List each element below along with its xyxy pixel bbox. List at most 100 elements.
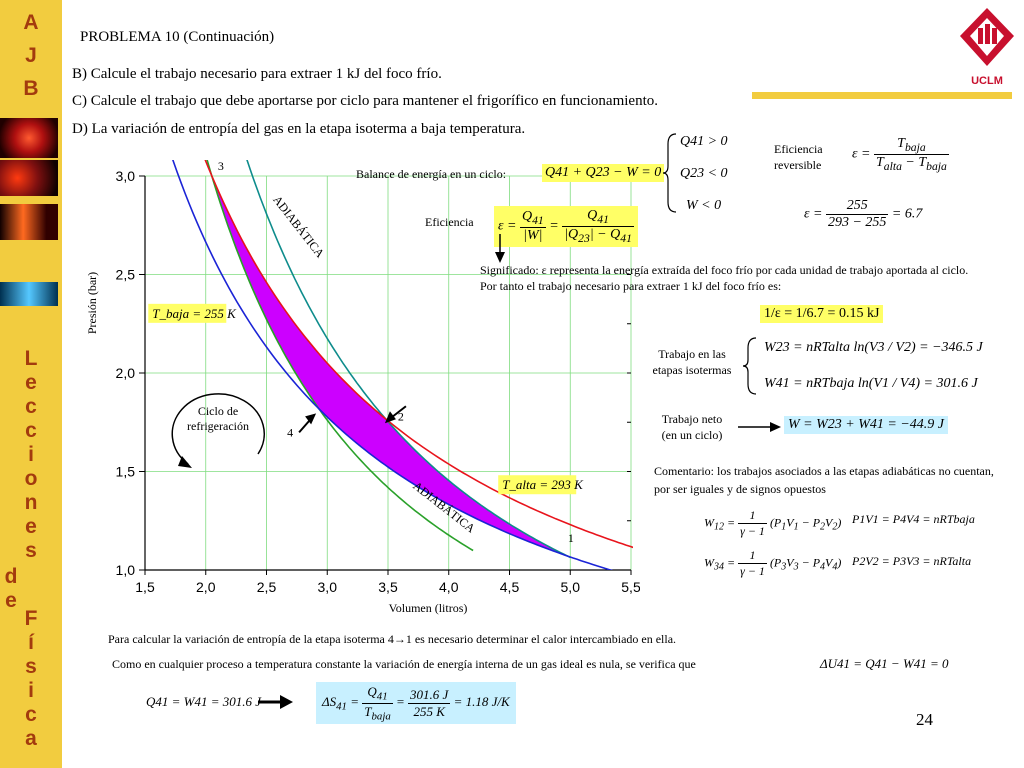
iso2-formula: P2V2 = P3V3 = nRTalta <box>852 554 972 568</box>
sidebar-letter: n <box>24 491 38 514</box>
cycle-label: Ciclo de refrigeración <box>187 404 249 433</box>
y-tick-label: 2,5 <box>116 267 136 283</box>
x-tick-label: 2,0 <box>196 579 216 595</box>
sidebar-letter: A <box>23 11 39 34</box>
isotherm-cold-label: T_baja = 255 K <box>152 306 237 321</box>
isotherm-hot-label: T_alta = 293 K <box>502 477 584 492</box>
sidebar-letter: a <box>25 727 37 750</box>
x-tick-label: 1,5 <box>135 579 155 595</box>
significado-text: Significado: ε representa la energía ext… <box>480 263 969 293</box>
sidebar-letter: i <box>28 443 34 466</box>
y-tick-label: 2,0 <box>116 365 136 381</box>
adiabat-lower-line <box>246 160 571 559</box>
y-tick-label: 1,5 <box>116 464 136 480</box>
isotherm-cold-label-highlight <box>148 303 227 323</box>
isotherm-hot-label-highlight <box>498 475 577 495</box>
comentario-text: Comentario: los trabajos asociados a las… <box>654 464 994 496</box>
question-c: C) Calcule el trabajo que debe aportarse… <box>72 93 658 109</box>
sidebar-photo-2 <box>0 160 58 196</box>
x-tick-label: 3,5 <box>378 579 398 595</box>
x-tick-label: 4,5 <box>500 579 520 595</box>
sidebar-letter: s <box>25 655 37 678</box>
eps-value: = 6.7 <box>891 206 923 222</box>
sidebar-letter: e <box>25 371 37 394</box>
sidebar-letter: F <box>24 607 38 630</box>
eficiencia-value-formula: ε = 255 293 − 255 = 6.7 <box>804 198 923 230</box>
balance-equation: Q41 + Q23 − W = 0 <box>542 164 665 182</box>
brace-icon <box>662 133 677 213</box>
adiabat-upper-label: ADIABÁTICA <box>270 193 327 261</box>
point-label: 3 <box>218 160 224 173</box>
sidebar-letter: í <box>28 631 34 654</box>
trabajo-neto-label: Trabajo neto (en un ciclo) <box>650 411 734 443</box>
eficiencia-formula: ε = Q41 |W| = Q41 |Q23| − Q41 <box>494 206 638 247</box>
sidebar-letter: e <box>25 515 37 538</box>
balance-label: Balance de energía en un ciclo: <box>356 167 507 181</box>
x-axis-label: Volumen (litros) <box>389 601 468 615</box>
x-tick-label: 5,0 <box>561 579 581 595</box>
du-equation: ΔU41 = Q41 − W41 = 0 <box>820 656 949 671</box>
cycle-annotation: Ciclo de refrigeración <box>158 384 274 476</box>
sidebar-letter: J <box>25 44 37 67</box>
brace-left-icon <box>742 337 757 395</box>
sign-w: W < 0 <box>686 198 722 213</box>
sidebar-letter: c <box>25 419 37 442</box>
ds-value: = 1.18 J/K <box>453 694 510 710</box>
curves <box>172 160 633 570</box>
sidebar-letter: i <box>28 679 34 702</box>
x-tick-label: 3,0 <box>318 579 338 595</box>
entropy-intro: Para calcular la variación de entropía d… <box>108 632 677 646</box>
uclm-logo: UCLM <box>958 6 1016 87</box>
arrowhead-point-4 <box>305 413 317 425</box>
trabajo-isotermas-label: Trabajo en las etapas isotermas <box>652 347 732 377</box>
sidebar-photo-1 <box>0 118 58 158</box>
page-title: PROBLEMA 10 (Continuación) <box>80 29 275 45</box>
sidebar-letter: B <box>23 77 39 100</box>
trabajo-neto-label-1: Trabajo neto <box>661 412 723 426</box>
y-axis-label: Presión (bar) <box>85 272 99 334</box>
entropy-text: Como en cualquier proceso a temperatura … <box>112 657 696 671</box>
question-b: B) Calcule el trabajo necesario para ext… <box>72 66 442 82</box>
page-number: 24 <box>916 710 933 729</box>
sidebar-letter: L <box>24 347 38 370</box>
eps-numerator: 255 <box>825 198 889 215</box>
result-b: 1/ε = 1/6.7 = 0.15 kJ <box>760 305 884 323</box>
x-tick-label: 5,5 <box>621 579 640 595</box>
sidebar-letter: s <box>25 539 37 562</box>
thick-right-arrow-icon <box>258 695 293 709</box>
eficiencia-label: Eficiencia <box>425 215 474 229</box>
ds-equation: ΔS41 = Q41 Tbaja = 301.6 J 255 K = 1.18 J/… <box>316 682 516 725</box>
arrowhead-point-2 <box>384 411 396 424</box>
sidebar-letter: c <box>25 395 37 418</box>
sidebar-letter: o <box>24 467 38 490</box>
sign-q23: Q23 < 0 <box>680 166 728 181</box>
trabajo-neto-label-2: (en un ciclo) <box>661 428 723 442</box>
sign-q41: Q41 > 0 <box>680 134 728 149</box>
eficiencia-rev-formula: ε = Tbaja Talta − Tbaja <box>852 136 949 173</box>
y-tick-label: 1,0 <box>116 562 136 578</box>
eficiencia-rev-label-2: reversible <box>774 158 822 172</box>
sidebar-photo-4 <box>0 282 58 306</box>
down-arrow-icon <box>495 234 505 263</box>
x-tick-label: 2,5 <box>257 579 277 595</box>
uclm-emblem-icon <box>960 8 1014 66</box>
sidebar-letter: d <box>4 565 18 588</box>
isotherm-cold-line <box>172 160 614 570</box>
y-tick-label: 3,0 <box>116 168 136 184</box>
iso1-formula: P1V1 = P4V4 = nRTbaja <box>852 512 975 526</box>
cycle-arrow-icon <box>171 393 265 468</box>
eficiencia-rev-label-1: Eficiencia <box>774 142 823 156</box>
x-tick-label: 4,0 <box>439 579 459 595</box>
point-label: 4 <box>287 425 293 439</box>
w23-formula: W23 = nRTalta ln(V3 / V2) = −346.5 J <box>764 340 983 355</box>
pv-diagram: 1,5 2,0 2,5 3,0 3,5 4,0 4,5 5,0 5,51,01,52,02,53… <box>85 160 640 615</box>
point-label: 2 <box>398 409 404 423</box>
q41-equation: Q41 = W41 = 301.6 J <box>146 694 262 709</box>
sidebar-letter: e <box>5 589 17 612</box>
right-arrow-icon <box>738 422 781 432</box>
w-total-formula: W = W23 + W41 = −44.9 J <box>784 416 948 434</box>
point-label: 1 <box>568 531 574 545</box>
